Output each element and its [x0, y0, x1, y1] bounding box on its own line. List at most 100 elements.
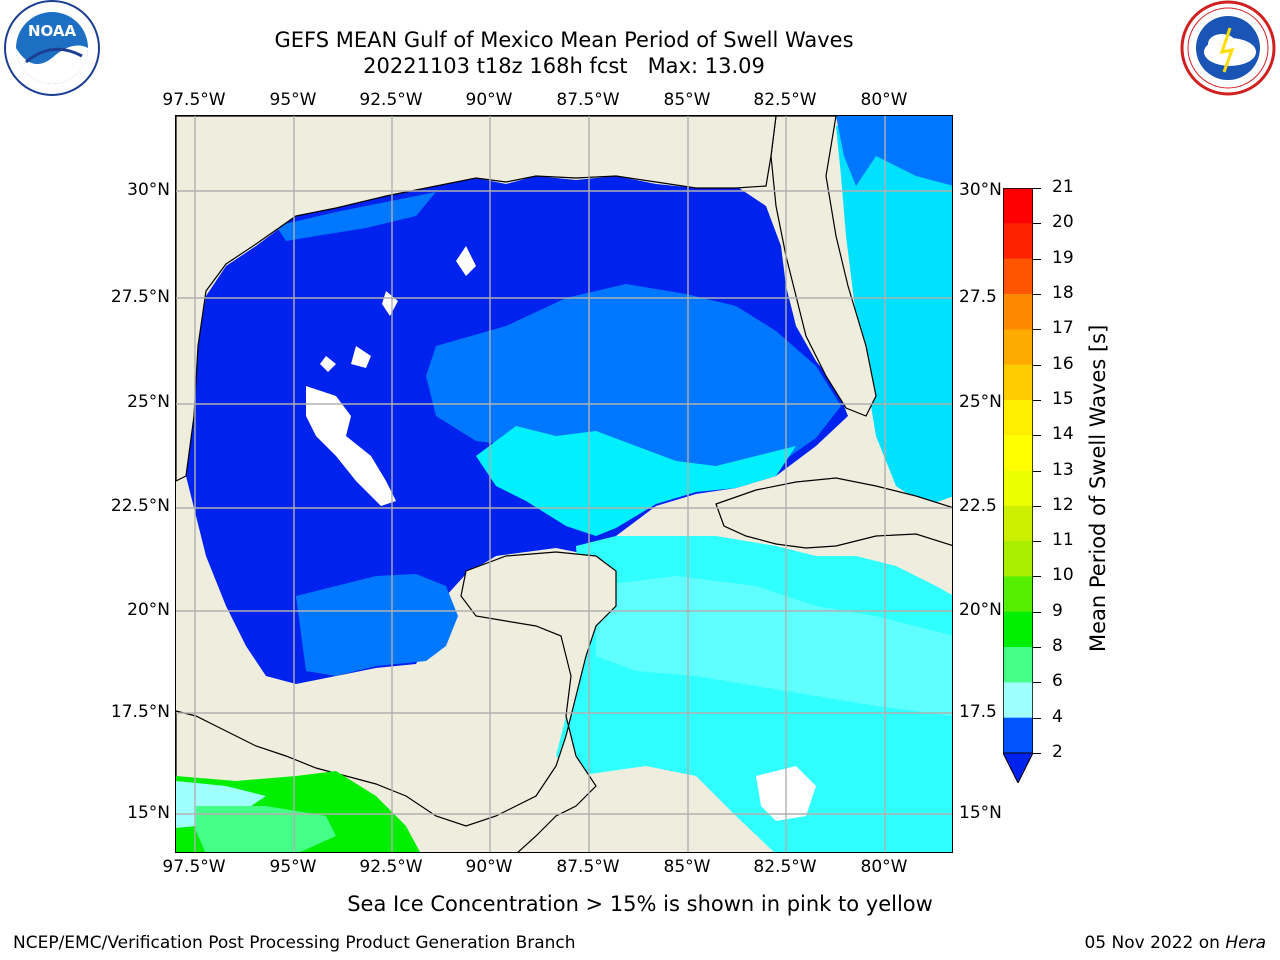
lat-tick-right: 20°N — [959, 600, 1002, 620]
footer-host: Hera — [1225, 933, 1266, 953]
colorbar-tick-label: 21 — [1052, 177, 1074, 197]
lat-tick-left: 15°N — [127, 803, 170, 823]
colorbar-band — [1003, 682, 1033, 719]
missing-data-patch — [456, 246, 476, 276]
colorbar-band — [1003, 647, 1033, 683]
colorbar-band — [1003, 505, 1033, 542]
lon-tick-bottom: 82.5°W — [753, 857, 817, 877]
colorbar-band — [1003, 611, 1033, 648]
colorbar-band — [1003, 364, 1033, 401]
colorbar-tick — [1033, 293, 1041, 295]
colorbar-band — [1003, 435, 1033, 471]
colorbar-tick — [1033, 223, 1041, 225]
cuba-land — [715, 477, 952, 549]
colorbar-tick — [1033, 505, 1041, 507]
colorbar-tick-label: 12 — [1052, 494, 1074, 515]
colorbar-band — [1003, 223, 1033, 260]
colorbar-band — [1003, 717, 1033, 754]
colorbar-tick — [1033, 364, 1041, 366]
noaa-logo-text: NOAA — [28, 22, 77, 40]
lon-tick-bottom: 80°W — [860, 857, 908, 877]
colorbar-tick-label: 14 — [1052, 424, 1074, 445]
lon-tick-top: 80°W — [860, 90, 908, 110]
colorbar-tick-label: 19 — [1052, 247, 1074, 268]
lon-tick-top: 87.5°W — [556, 90, 620, 110]
colorbar-tick — [1033, 682, 1041, 684]
colorbar-band — [1003, 329, 1033, 366]
north-coast-land — [176, 116, 777, 482]
colorbar-tick-label: 4 — [1052, 706, 1063, 727]
colorbar-tick-label: 8 — [1052, 636, 1063, 657]
colorbar-band — [1003, 576, 1033, 613]
lat-tick-left: 25°N — [127, 392, 170, 412]
nws-logo — [1178, 0, 1278, 100]
colorbar-tick — [1033, 647, 1041, 649]
north-coast-zone — [276, 192, 436, 241]
colorbar-under-arrow — [1002, 752, 1034, 785]
colorbar-tick-label: 13 — [1052, 459, 1074, 480]
colorbar-tick-label: 6 — [1052, 671, 1063, 692]
footer-date-text: 05 Nov 2022 on — [1084, 933, 1226, 953]
colorbar-tick-label: 17 — [1052, 318, 1074, 339]
footer-credit: NCEP/EMC/Verification Post Processing Pr… — [13, 933, 576, 953]
colorbar-tick — [1033, 435, 1041, 437]
colorbar-tick-label: 11 — [1052, 530, 1074, 551]
sea-ice-caption: Sea Ice Concentration > 15% is shown in … — [347, 892, 933, 916]
colorbar-tick — [1033, 399, 1041, 401]
lon-tick-bottom: 90°W — [465, 857, 513, 877]
colorbar — [1002, 187, 1034, 785]
colorbar-tick — [1033, 329, 1041, 331]
lat-tick-right: 25°N — [959, 392, 1002, 412]
missing-data-patch — [320, 356, 336, 372]
colorbar-tick — [1033, 470, 1041, 472]
colorbar-tick — [1033, 576, 1041, 578]
pacific-mid-zone — [196, 806, 336, 852]
lat-tick-right: 27.5 — [959, 287, 997, 307]
lon-tick-bottom: 92.5°W — [359, 857, 423, 877]
plot-title: GEFS MEAN Gulf of Mexico Mean Period of … — [274, 28, 854, 52]
colorbar-tick-label: 2 — [1052, 742, 1063, 762]
colorbar-tick-label: 9 — [1052, 600, 1063, 621]
lon-tick-bottom: 95°W — [269, 857, 317, 877]
lon-tick-top: 90°W — [465, 90, 513, 110]
lat-tick-left: 30°N — [127, 180, 170, 200]
colorbar-tick-label: 15 — [1052, 388, 1074, 409]
colorbar-band — [1003, 399, 1033, 436]
lat-tick-left: 20°N — [127, 600, 170, 620]
colorbar-tick-label: 18 — [1052, 282, 1074, 303]
lat-tick-left: 27.5°N — [110, 287, 170, 307]
colorbar-tick — [1033, 258, 1041, 260]
colorbar-tick — [1033, 717, 1041, 719]
lat-tick-left: 22.5°N — [110, 496, 170, 516]
lon-tick-bottom: 97.5°W — [162, 857, 226, 877]
plot-subtitle: 20221103 t18z 168h fcst Max: 13.09 — [363, 54, 765, 78]
bay-campeche-zone — [296, 574, 458, 676]
map-panel — [175, 115, 953, 853]
colorbar-tick-label: 10 — [1052, 565, 1074, 586]
lon-tick-bottom: 87.5°W — [556, 857, 620, 877]
colorbar-tick — [1033, 541, 1041, 543]
lon-tick-top: 95°W — [269, 90, 317, 110]
colorbar-tick — [1033, 188, 1041, 189]
missing-data-patch — [382, 291, 398, 316]
atlantic-zone — [836, 116, 952, 506]
lat-tick-right: 22.5 — [959, 496, 997, 516]
colorbar-band — [1003, 470, 1033, 507]
lat-tick-right: 17.5 — [959, 702, 997, 722]
lon-tick-top: 97.5°W — [162, 90, 226, 110]
lon-tick-top: 85°W — [663, 90, 711, 110]
missing-data-patch — [351, 346, 371, 368]
colorbar-tick-label: 16 — [1052, 353, 1074, 374]
footer-date: 05 Nov 2022 on Hera — [1084, 933, 1266, 953]
atlantic-blue-zone — [836, 116, 952, 186]
colorbar-band — [1003, 541, 1033, 577]
lon-tick-bottom: 85°W — [663, 857, 711, 877]
colorbar-band — [1003, 258, 1033, 295]
colorbar-title: Mean Period of Swell Waves [s] — [1086, 324, 1110, 652]
missing-data-patch — [306, 386, 396, 506]
colorbar-band — [1003, 188, 1033, 224]
lon-tick-top: 92.5°W — [359, 90, 423, 110]
lon-tick-top: 82.5°W — [753, 90, 817, 110]
colorbar-tick — [1033, 753, 1041, 754]
lat-tick-right: 30°N — [959, 180, 1002, 200]
